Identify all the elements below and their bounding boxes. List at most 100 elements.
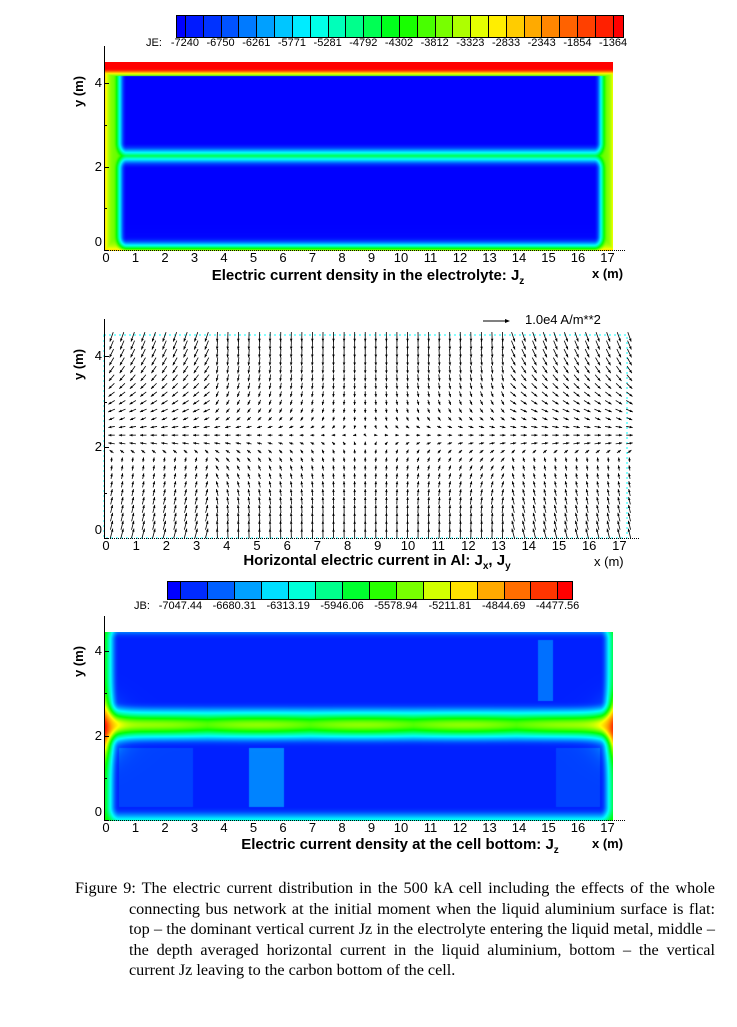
vector-arrow [203, 417, 210, 421]
vector-arrow [478, 425, 485, 429]
vector-arrow [374, 374, 378, 382]
vector-arrow [129, 417, 136, 421]
vector-arrow [214, 449, 220, 454]
vector-arrow [342, 489, 346, 496]
vector-arrow [109, 528, 114, 539]
vector-arrow [480, 374, 483, 382]
vector-arrow [184, 473, 187, 480]
y-minor-tick [104, 401, 107, 403]
vector-arrow [480, 332, 483, 342]
vector-arrow [626, 374, 633, 382]
vector-arrow [554, 489, 557, 496]
vector-arrow [374, 382, 378, 390]
vector-arrow [522, 473, 526, 480]
vector-arrow [522, 489, 526, 496]
vector-arrow [552, 417, 559, 421]
vector-arrow [489, 433, 495, 437]
vector-arrow [194, 496, 198, 505]
vector-arrow [480, 340, 483, 350]
y-tick-label: 4 [94, 348, 102, 363]
vector-arrow [385, 365, 388, 374]
vector-arrow [268, 332, 272, 342]
vector-arrow [225, 457, 230, 462]
vector-arrow [541, 382, 548, 390]
vector-arrow [459, 391, 462, 398]
vector-arrow [564, 496, 568, 505]
vector-arrow [332, 374, 335, 382]
vector-arrow [236, 365, 240, 374]
vector-arrow [501, 504, 505, 513]
vector-arrow [300, 512, 304, 522]
vector-arrow [595, 365, 601, 374]
vector-arrow [205, 520, 209, 530]
vector-arrow [627, 340, 632, 350]
x-tick-label: 17 [600, 250, 615, 265]
vector-arrow [543, 520, 547, 530]
vector-arrow [406, 465, 409, 471]
panel-2-title-sub-x: x [482, 561, 489, 572]
vector-arrow [321, 357, 325, 366]
vector-arrow [236, 457, 241, 462]
vector-arrow [150, 433, 158, 437]
vector-arrow [501, 481, 504, 488]
vector-arrow [205, 512, 209, 522]
vector-arrow [438, 357, 441, 366]
vector-arrow [522, 528, 526, 539]
vector-arrow [583, 442, 591, 445]
vector-arrow [161, 391, 168, 397]
x-tick-label: 16 [570, 820, 586, 835]
vector-arrow [205, 473, 208, 480]
vector-arrow [573, 408, 581, 413]
vector-arrow [374, 340, 378, 350]
x-tick-label: 6 [279, 820, 287, 835]
vector-arrow [182, 433, 189, 437]
vector-arrow [573, 433, 580, 437]
vector-arrow [458, 416, 463, 421]
vector-arrow [437, 489, 441, 496]
vector-arrow [353, 425, 357, 429]
vector-arrow [615, 442, 623, 445]
vector-arrow [520, 425, 527, 429]
x-tick-label: 7 [308, 820, 317, 835]
vector-arrow [289, 408, 293, 413]
vector-arrow [427, 457, 430, 463]
vector-arrow [617, 489, 621, 496]
vector-arrow [563, 340, 569, 350]
colorbar-swatch [558, 582, 572, 599]
vector-arrow [193, 382, 200, 390]
vector-arrow [171, 400, 179, 405]
x-tick-label: 2 [162, 538, 171, 553]
vector-arrow [342, 399, 346, 406]
colorbar-swatch [450, 582, 478, 599]
vector-arrow [363, 332, 367, 342]
vector-arrow [510, 382, 517, 390]
vector-arrow [140, 357, 146, 366]
vector-arrow [384, 449, 388, 454]
vector-arrow [183, 332, 188, 342]
vector-arrow [531, 442, 538, 445]
vector-arrow [427, 348, 431, 358]
caption-label: Figure 9: [75, 879, 136, 897]
vector-arrow [543, 465, 547, 471]
vector-arrow [343, 416, 346, 421]
vector-arrow [119, 417, 126, 421]
vector-arrow [321, 449, 325, 454]
vector-arrow [311, 374, 314, 382]
x-tick-label: 12 [452, 250, 468, 265]
vector-arrow [385, 382, 388, 390]
vector-arrow [448, 520, 452, 530]
vector-arrow [353, 340, 356, 350]
vector-arrow [131, 457, 134, 463]
vector-arrow [501, 512, 505, 522]
vector-arrow [501, 489, 505, 496]
vector-arrow [193, 365, 199, 374]
vector-arrow [596, 457, 600, 463]
vector-arrow [480, 348, 483, 358]
vector-arrow [521, 449, 526, 454]
vector-arrow [406, 348, 409, 358]
vector-arrow [437, 512, 441, 522]
vector-arrow [139, 408, 147, 413]
vector-arrow [215, 473, 219, 480]
vector-arrow [617, 465, 621, 471]
vector-arrow [448, 481, 452, 488]
